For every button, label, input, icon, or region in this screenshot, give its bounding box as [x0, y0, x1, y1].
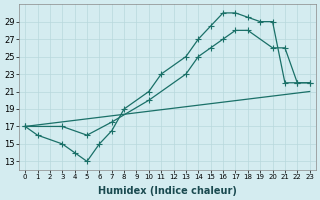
X-axis label: Humidex (Indice chaleur): Humidex (Indice chaleur) — [98, 186, 237, 196]
